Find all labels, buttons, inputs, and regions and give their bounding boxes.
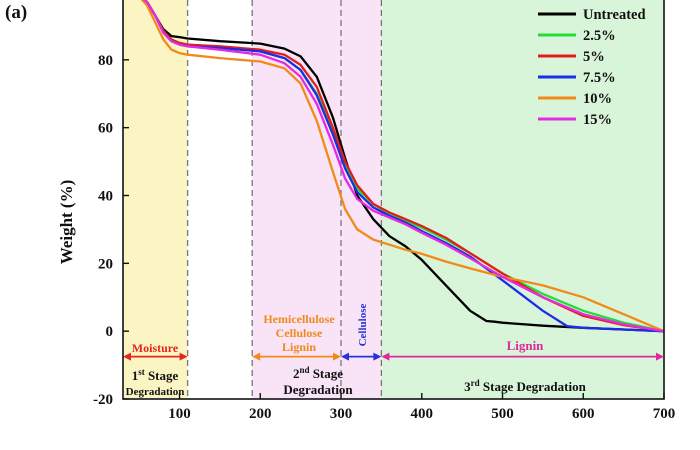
y-tick-label--20: -20 [93, 392, 113, 408]
x-tick-label-100: 100 [168, 406, 191, 422]
stage3-sup: rd [471, 378, 480, 388]
stage1-line2: Degradation [126, 386, 185, 398]
axis-ticks: 100 200 300 400 500 600 700 -20 0 20 40 60 80 100 [91, 0, 676, 422]
moisture-arrow-head-right [179, 352, 188, 361]
stage1-num: 1 [132, 368, 139, 383]
stage1-word: Stage [145, 368, 179, 383]
moisture-label: Moisture [132, 341, 179, 355]
stage2-num: 2 [293, 366, 300, 381]
stage2-line2: Degradation [283, 382, 353, 397]
cellulose-arrow-head-right [373, 352, 382, 361]
stage2-sup: nd [299, 365, 309, 375]
legend-label-2: 5% [583, 49, 605, 65]
hemicellulose-arrow-head-left [252, 352, 261, 361]
legend-label-3: 7.5% [583, 70, 616, 86]
y-tick-label-20: 20 [98, 256, 113, 272]
y-tick-label-40: 40 [98, 189, 113, 205]
hemi-line2: Cellulose [276, 326, 323, 340]
x-tick-label-200: 200 [249, 406, 272, 422]
cellulose-arrow-head-left [341, 352, 350, 361]
stage2-label: 2nd Stage [293, 365, 343, 381]
stage3-num: 3 [464, 379, 471, 394]
series-lines [140, 0, 665, 333]
series-line-4 [140, 0, 665, 333]
plot-frame [122, 0, 665, 400]
y-tick-label-100: 100 [91, 0, 114, 1]
legend: Untreated 2.5% 5% 7.5% 10% 15% [538, 7, 646, 128]
moisture-arrow-head-left [123, 352, 131, 361]
moisture-region [123, 0, 188, 399]
y-tick-label-0: 0 [106, 324, 114, 340]
x-tick-label-400: 400 [411, 406, 434, 422]
stage-arrows [123, 352, 664, 361]
x-tick-label-600: 600 [572, 406, 595, 422]
stage3-label: 3rd Stage Degradation [464, 378, 586, 394]
legend-label-0: Untreated [583, 7, 646, 23]
hemicellulose-arrow-head-right [333, 352, 342, 361]
cellulose-label: Cellulose [357, 303, 369, 346]
x-tick-label-500: 500 [491, 406, 514, 422]
lignin-label: Lignin [507, 338, 545, 353]
stage1-label: 1st Stage [132, 367, 179, 383]
stage-divider-lines [186, 0, 383, 399]
stage1-sup: st [138, 367, 145, 377]
x-tick-label-300: 300 [330, 406, 353, 422]
legend-label-5: 15% [583, 112, 612, 128]
stage3-word: Stage Degradation [480, 379, 587, 394]
hemi-line3: Lignin [282, 340, 316, 354]
y-tick-label-80: 80 [98, 53, 113, 69]
x-tick-label-700: 700 [653, 406, 676, 422]
lignin-arrow-head-right [656, 352, 664, 361]
y-axis-title: Weight (%) [57, 180, 76, 265]
legend-label-4: 10% [583, 91, 612, 107]
y-tick-label-60: 60 [98, 121, 113, 137]
lignin-arrow-head-left [381, 352, 390, 361]
stage2-word: Stage [309, 366, 343, 381]
legend-label-1: 2.5% [583, 28, 616, 44]
stage3-region [381, 0, 664, 399]
panel-label: (a) [5, 2, 27, 23]
hemi-line1: Hemicellulose [263, 312, 335, 326]
series-line-2 [142, 0, 665, 333]
series-line-5 [142, 0, 665, 333]
